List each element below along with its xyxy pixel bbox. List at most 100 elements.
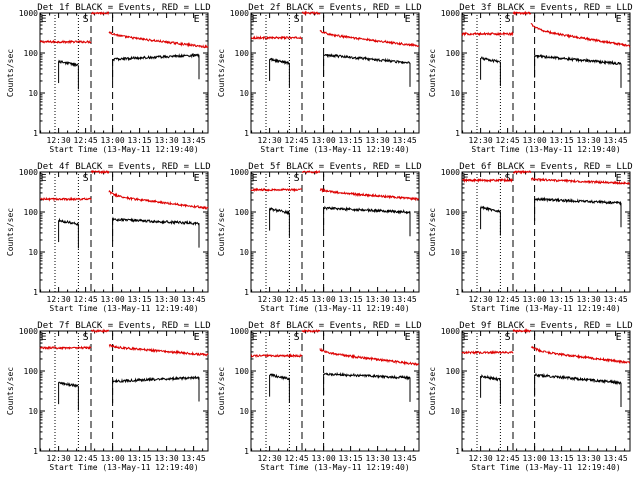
x-tick-label: 12:30 <box>47 454 71 463</box>
events-series-line <box>112 375 200 384</box>
x-tick-label: 13:45 <box>182 136 206 145</box>
region-marker: E <box>405 332 411 343</box>
x-tick-label: 13:45 <box>393 454 417 463</box>
lld-series-line <box>250 352 303 359</box>
y-tick-label: 100 <box>235 367 250 376</box>
detector-panel: Det 8f BLACK = Events, RED = LLD 1 10 100 10… <box>217 321 422 472</box>
x-tick-label: 12:30 <box>469 295 493 304</box>
panel-title: Det 1f BLACK = Events, RED = LLD <box>37 3 210 13</box>
lld-series-line <box>90 11 109 16</box>
y-tick-label: 100 <box>446 367 461 376</box>
x-tick-label: 12:45 <box>496 136 520 145</box>
panel-title: Det 2f BLACK = Events, RED = LLD <box>248 3 421 13</box>
events-series-line <box>269 207 290 216</box>
x-tick-label: 13:30 <box>155 295 179 304</box>
x-tick-label: 12:30 <box>47 295 71 304</box>
detector-panel: Det 4f BLACK = Events, RED = LLD 1 10 100 10… <box>6 162 211 313</box>
y-tick-label: 1 <box>455 288 460 297</box>
events-series-line <box>534 196 622 206</box>
x-tick-label: 13:15 <box>128 136 152 145</box>
region-marker: S <box>294 332 300 343</box>
events-series-line <box>269 57 290 66</box>
x-tick-label: 13:00 <box>523 454 547 463</box>
panel-title: Det 6f BLACK = Events, RED = LLD <box>459 162 632 172</box>
x-tick-label: 13:00 <box>312 136 336 145</box>
region-marker: E <box>616 14 622 25</box>
events-series-line <box>269 373 290 381</box>
events-series-line <box>58 381 79 388</box>
y-tick-label: 100 <box>24 49 39 58</box>
lld-series-line <box>319 29 419 48</box>
x-tick-label: 13:45 <box>393 136 417 145</box>
lld-series-line <box>108 343 209 357</box>
x-tick-label: 13:00 <box>312 454 336 463</box>
region-marker: S <box>294 173 300 184</box>
region-marker: S <box>505 332 511 343</box>
x-axis-label: Start Time (13-May-11 12:19:40) <box>49 145 198 154</box>
detector-panel: Det 3f BLACK = Events, RED = LLD 1 10 100 10… <box>428 3 633 154</box>
x-tick-label: 13:45 <box>604 136 628 145</box>
plot-frame <box>461 171 631 293</box>
x-tick-label: 12:45 <box>496 454 520 463</box>
x-axis-label: Start Time (13-May-11 12:19:40) <box>49 304 198 313</box>
y-tick-label: 10 <box>28 248 38 257</box>
x-tick-label: 13:30 <box>577 295 601 304</box>
x-tick-label: 13:15 <box>339 295 363 304</box>
region-marker: E <box>252 173 258 184</box>
y-tick-label: 100 <box>235 208 250 217</box>
lld-series-line <box>39 196 92 202</box>
x-tick-label: 13:15 <box>339 454 363 463</box>
lld-series-line <box>461 350 514 355</box>
region-marker: S <box>83 14 89 25</box>
y-axis-label: Counts/sec <box>428 49 437 97</box>
panel-title: Det 5f BLACK = Events, RED = LLD <box>248 162 421 172</box>
x-tick-label: 13:30 <box>366 295 390 304</box>
events-series-line <box>323 53 411 65</box>
plot-frame <box>250 12 420 134</box>
x-tick-label: 13:00 <box>523 136 547 145</box>
region-marker: S <box>83 332 89 343</box>
events-series-line <box>58 59 79 68</box>
x-axis-label: Start Time (13-May-11 12:19:40) <box>471 463 620 472</box>
region-marker: E <box>41 14 47 25</box>
lld-series-line <box>319 347 420 367</box>
y-tick-label: 1000 <box>441 9 460 18</box>
plot-frame <box>461 12 631 134</box>
x-tick-label: 12:45 <box>74 454 98 463</box>
lld-series-line <box>39 39 92 45</box>
lld-series-line <box>530 345 631 365</box>
x-axis-label: Start Time (13-May-11 12:19:40) <box>260 145 409 154</box>
y-tick-label: 1000 <box>441 168 460 177</box>
y-tick-label: 10 <box>239 248 249 257</box>
x-tick-label: 13:30 <box>577 136 601 145</box>
x-tick-label: 13:00 <box>523 295 547 304</box>
x-tick-label: 13:45 <box>182 295 206 304</box>
region-marker: E <box>463 14 469 25</box>
x-tick-label: 13:30 <box>366 136 390 145</box>
y-tick-label: 10 <box>450 407 460 416</box>
y-tick-label: 1 <box>244 288 249 297</box>
events-series-line <box>323 371 411 381</box>
y-axis-label: Counts/sec <box>217 208 226 256</box>
events-series-line <box>112 52 200 62</box>
y-tick-label: 100 <box>24 208 39 217</box>
y-tick-label: 1 <box>244 447 249 456</box>
events-series-line <box>480 374 501 382</box>
x-tick-label: 13:45 <box>182 454 206 463</box>
events-series-line <box>480 56 501 64</box>
plot-frame <box>250 171 420 293</box>
x-tick-label: 13:45 <box>604 454 628 463</box>
plot-frame <box>250 330 420 452</box>
y-tick-label: 10 <box>450 89 460 98</box>
y-tick-label: 1 <box>33 447 38 456</box>
x-tick-label: 13:45 <box>393 295 417 304</box>
x-tick-label: 12:45 <box>285 136 309 145</box>
x-tick-label: 12:45 <box>74 136 98 145</box>
lld-series-line <box>39 345 92 351</box>
y-axis-label: Counts/sec <box>6 367 15 415</box>
lld-series-line <box>319 187 420 202</box>
events-series-line <box>534 53 622 66</box>
lld-series-line <box>301 169 321 175</box>
events-series-line <box>58 217 79 227</box>
y-axis-label: Counts/sec <box>6 208 15 256</box>
